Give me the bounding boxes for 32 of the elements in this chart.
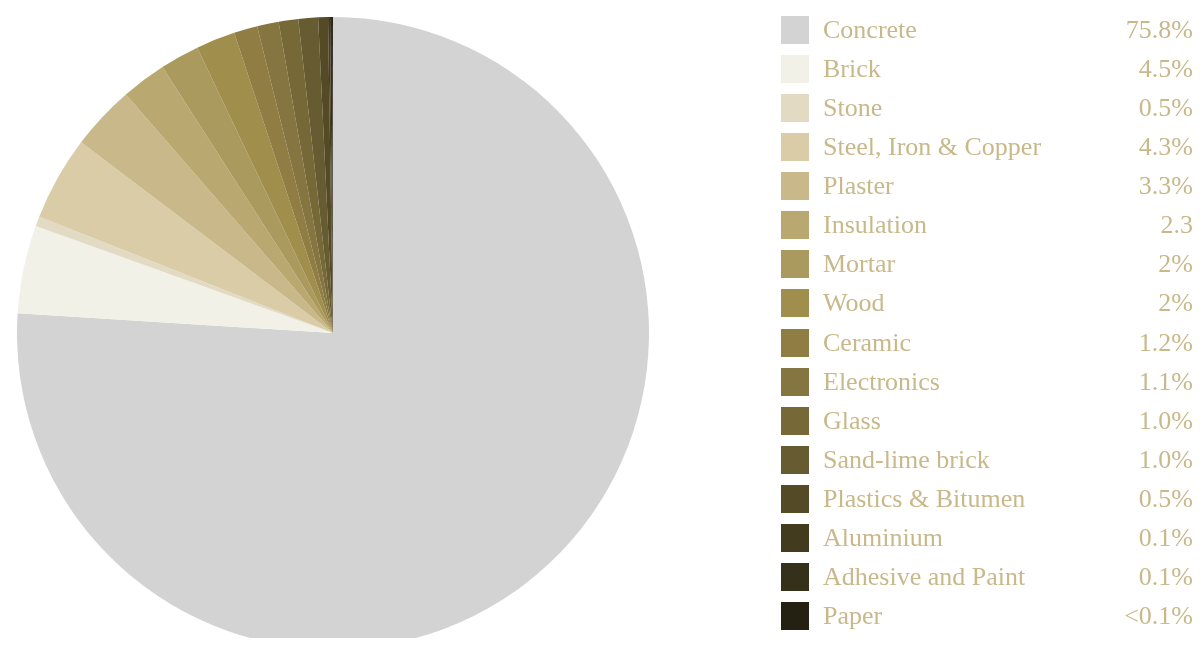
data-label: 1.0% <box>1138 444 1193 475</box>
data-label: 3.3% <box>1138 171 1193 202</box>
data-label: 2% <box>1158 288 1193 319</box>
legend-label: Wood <box>823 288 886 319</box>
data-label: 1.1% <box>1138 366 1193 397</box>
data-label: <0.1% <box>1124 600 1193 631</box>
data-label: 75.8% <box>1125 15 1193 45</box>
legend-label: Concrete <box>823 15 918 45</box>
data-label: 1.0% <box>1138 405 1193 436</box>
legend-label: Stone <box>823 93 884 124</box>
legend-label: Plaster <box>823 171 895 202</box>
legend-label: Aluminium <box>823 522 944 553</box>
data-label: 4.3% <box>1138 132 1193 163</box>
legend-label: Sand-lime brick <box>823 444 991 475</box>
legend-label: Ceramic <box>823 327 913 358</box>
legend-label: Paper <box>823 600 884 631</box>
data-label: 0.5% <box>1138 93 1193 124</box>
legend-label: Plastics & Bitumen <box>823 483 1027 514</box>
data-label: 2% <box>1158 249 1193 280</box>
legend-label: Brick <box>823 54 882 85</box>
data-label: 1.2% <box>1138 327 1193 358</box>
legend-label: Insulation <box>823 210 928 241</box>
legend-label: Steel, Iron & Copper <box>823 132 1043 163</box>
data-label: 4.5% <box>1138 54 1193 85</box>
legend-label: Adhesive and Paint <box>823 561 1027 592</box>
data-label: 2.3 <box>1160 210 1193 241</box>
data-label: 0.5% <box>1138 483 1193 514</box>
data-label: 0.1% <box>1138 522 1193 553</box>
legend-label: Electronics <box>823 366 941 397</box>
data-label: 0.1% <box>1138 561 1193 592</box>
legend-label: Mortar <box>823 249 897 280</box>
legend-label: Glass <box>823 405 882 436</box>
